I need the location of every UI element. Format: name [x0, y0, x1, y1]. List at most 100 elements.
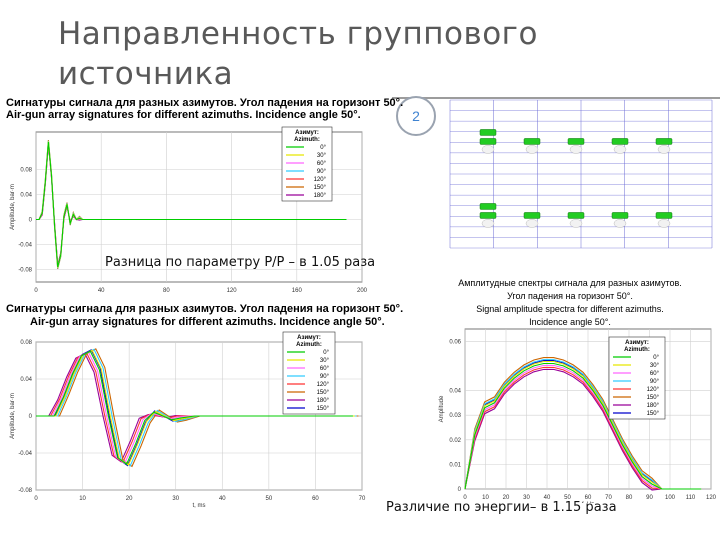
chart3-x-tick-label: 100 — [665, 495, 676, 501]
chart3-legend-label: 60° — [650, 371, 660, 377]
chart3-caption-line1: Амплитудные спектры сигнала для разных а… — [458, 278, 682, 288]
chart1-y-axis-label: Amplitude, bar·m — [10, 184, 16, 230]
airgun-marker — [611, 212, 629, 219]
chart3-legend-label: 90° — [650, 379, 660, 385]
chart2-y-tick-label: 0.04 — [20, 377, 32, 383]
chart2-x-tick-label: 70 — [359, 496, 366, 502]
chart3-y-tick-label: 0.03 — [449, 413, 461, 419]
chart1-legend-label: 90° — [317, 169, 327, 175]
chart3-series-line — [464, 368, 702, 491]
chart1-signature-plot: 0 40 80 120 160 200 -0.08 -0.04 0 0.04 0.08 Amplitu… — [10, 126, 368, 294]
gun-shadow — [525, 145, 539, 154]
chart3-legend-title: Azimuth: — [624, 347, 650, 353]
chart1-y-tick-label: 0.08 — [20, 168, 32, 174]
page-number-badge: 2 — [396, 96, 436, 136]
energy-ratio-note: Различие по энергии– в 1.15 раза — [386, 500, 617, 515]
chart1-legend-title: Азимут: — [295, 130, 319, 136]
airgun-marker — [611, 138, 629, 145]
gun-shadow — [481, 219, 495, 228]
chart2-legend-label: 0° — [323, 350, 329, 356]
chart3-x-tick-label: 120 — [706, 495, 717, 501]
chart3-caption-line4: Incidence angle 50°. — [529, 317, 611, 327]
chart2-legend-title: Азимут: — [297, 335, 321, 341]
chart2-legend-label: 30° — [320, 358, 330, 364]
airgun-marker — [479, 129, 497, 136]
airgun-marker — [655, 212, 673, 219]
gun-shadow — [613, 219, 627, 228]
chart3-legend-label: 30° — [650, 363, 660, 369]
chart3-legend-label: 180° — [647, 403, 660, 409]
chart3-series-line — [464, 358, 702, 490]
chart3-x-tick-label: 60 — [585, 495, 592, 501]
chart3-spectrum-plot: 0 10 20 30 40 50 60 70 80 90 100 110 120 0.06 0.04 0.03… — [439, 328, 717, 503]
chart2-legend-label: 90° — [320, 374, 330, 380]
chart3-x-tick-label: 30 — [523, 495, 530, 501]
airgun-marker — [479, 138, 497, 145]
chart3-series-line — [464, 362, 702, 490]
gun-shadow — [481, 145, 495, 154]
gun-shadow — [569, 219, 583, 228]
chart1-x-tick-label: 200 — [357, 288, 368, 294]
chart1-x-tick-label: 40 — [98, 288, 105, 294]
chart2-caption-ru: Сигнатуры сигнала для разных азимутов. У… — [6, 303, 404, 315]
chart2-y-axis-label: Amplitude, bar·m — [10, 393, 16, 439]
chart1-y-tick-label: -0.08 — [18, 268, 32, 274]
chart1-x-tick-label: 80 — [163, 288, 170, 294]
chart1-legend-label: 30° — [317, 153, 327, 159]
chart1-y-tick-label: 0 — [29, 218, 33, 224]
chart3-x-tick-label: 80 — [626, 495, 633, 501]
chart2-x-tick-label: 10 — [79, 496, 86, 502]
chart2-legend-label: 150° — [317, 406, 330, 412]
chart1-y-tick-label: 0.04 — [20, 193, 32, 199]
page-title: Направленность группового источника — [58, 16, 538, 92]
chart2-x-axis-label: t, ms — [193, 503, 206, 509]
chart3-series-line — [464, 364, 702, 490]
chart3-y-tick-label: 0.01 — [449, 462, 461, 468]
chart3-series-line — [464, 359, 702, 490]
chart1-legend-label: 180° — [314, 193, 327, 199]
chart2-legend-label: 120° — [317, 382, 330, 388]
chart3-legend-label: 150° — [647, 395, 660, 401]
chart3-y-axis-label: Amplitude — [439, 395, 445, 422]
chart3-caption-line3: Signal amplitude spectra for different a… — [476, 304, 664, 314]
chart1-legend-label: 150° — [314, 185, 327, 191]
chart3-legend-label: 120° — [647, 387, 660, 393]
airgun-marker — [523, 138, 541, 145]
chart3-x-tick-label: 10 — [482, 495, 489, 501]
gun-shadow — [569, 145, 583, 154]
chart3-caption-line2: Угол падения на горизонт 50°. — [507, 291, 633, 301]
chart1-x-tick-label: 0 — [34, 288, 38, 294]
airgun-marker — [655, 138, 673, 145]
chart3-x-tick-label: 50 — [564, 495, 571, 501]
chart2-y-tick-label: 0.08 — [20, 340, 32, 346]
chart2-x-tick-label: 50 — [266, 496, 273, 502]
chart2-legend-label: 60° — [320, 366, 330, 372]
chart2-y-tick-label: -0.04 — [18, 451, 32, 457]
chart1-x-tick-label: 120 — [227, 288, 238, 294]
chart2-y-tick-label: 0 — [29, 414, 33, 420]
chart1-legend-label: 120° — [314, 177, 327, 183]
chart2-series-line — [36, 350, 353, 465]
airgun-marker — [567, 138, 585, 145]
chart3-x-tick-label: 70 — [605, 495, 612, 501]
chart3-x-tick-label: 90 — [646, 495, 653, 501]
chart3-y-tick-label: 0 — [458, 487, 462, 493]
chart3-y-tick-label: 0.06 — [449, 339, 461, 345]
airgun-marker — [567, 212, 585, 219]
chart2-x-tick-label: 30 — [172, 496, 179, 502]
chart1-caption-ru: Сигнатуры сигнала для разных азимутов. У… — [6, 97, 404, 109]
chart2-x-tick-label: 0 — [34, 496, 38, 502]
gun-shadow — [657, 145, 671, 154]
chart2-x-tick-label: 60 — [312, 496, 319, 502]
chart3-x-tick-label: 40 — [544, 495, 551, 501]
airgun-marker — [523, 212, 541, 219]
chart3-x-tick-label: 110 — [686, 495, 696, 501]
chart2-legend-label: 150° — [317, 390, 330, 396]
chart3-x-tick-label: 0 — [463, 495, 467, 501]
chart3-series-line — [464, 360, 702, 490]
chart3-legend-label: 0° — [653, 355, 659, 361]
header-divider — [392, 97, 720, 99]
pp-ratio-note: Разница по параметру P/P – в 1.05 раза — [105, 255, 376, 270]
chart1-legend-box — [281, 126, 333, 202]
chart1-series-line — [36, 141, 347, 268]
